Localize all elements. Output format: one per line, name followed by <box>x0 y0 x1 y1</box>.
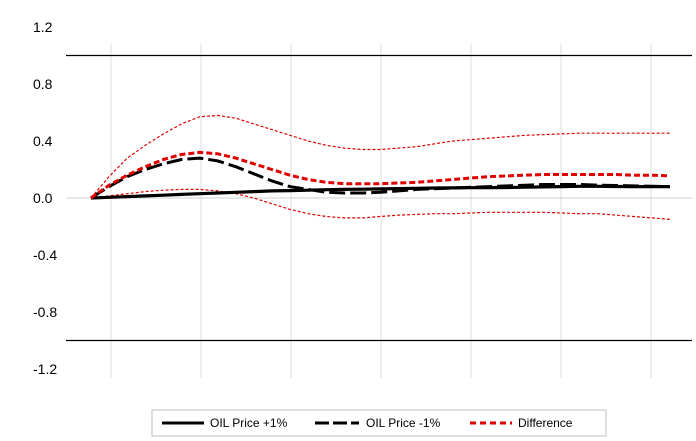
series-line-confidence-band-4 <box>90 188 671 220</box>
y-axis: 1.2 0.8 0.4 0.0 -0.4 -0.8 -1.2 <box>33 19 57 377</box>
series-line-oil-price-1 <box>90 156 671 200</box>
y-tick-label: 0.4 <box>33 133 53 149</box>
series-line-oil-price-1 <box>90 184 670 200</box>
legend: OIL Price +1% OIL Price -1% Difference <box>151 409 607 437</box>
legend-label-oil-plus: OIL Price +1% <box>210 416 288 430</box>
y-tick-label: -1.2 <box>33 361 57 377</box>
series-line-difference <box>90 150 671 200</box>
legend-box <box>151 409 607 437</box>
y-tick-label: 0.0 <box>33 190 53 206</box>
series-layer <box>90 114 671 220</box>
y-tick-label: 1.2 <box>33 19 53 35</box>
legend-label-oil-minus: OIL Price -1% <box>366 416 441 430</box>
y-tick-label: -0.8 <box>33 304 57 320</box>
grid-lines <box>66 44 692 378</box>
legend-label-difference: Difference <box>518 416 573 430</box>
series-line-confidence-band-3 <box>90 114 670 199</box>
y-tick-label: -0.4 <box>33 247 57 263</box>
y-tick-label: 0.8 <box>33 76 53 92</box>
